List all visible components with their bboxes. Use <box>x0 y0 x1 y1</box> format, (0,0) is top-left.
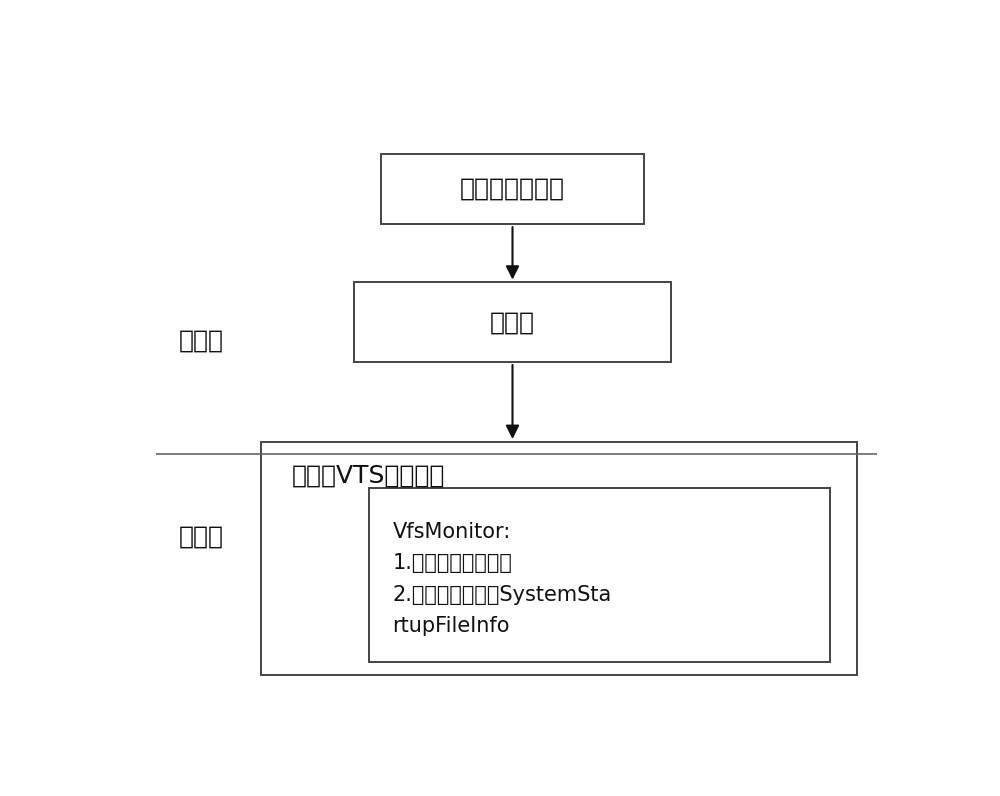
Bar <box>381 154 644 224</box>
Text: 加载服务和应用: 加载服务和应用 <box>460 177 565 201</box>
Text: 内核层: 内核层 <box>179 525 224 548</box>
Bar <box>261 442 857 675</box>
Text: 读文件: 读文件 <box>490 310 535 334</box>
Bar <box>354 283 671 362</box>
Text: 读文件VTS系统调用: 读文件VTS系统调用 <box>292 463 445 487</box>
Text: 用户层: 用户层 <box>179 329 224 353</box>
Text: rtupFileInfo: rtupFileInfo <box>392 616 510 636</box>
Text: 2.保存信息到文件SystemSta: 2.保存信息到文件SystemSta <box>392 584 612 604</box>
Bar <box>369 488 830 662</box>
Text: VfsMonitor:: VfsMonitor: <box>392 521 511 542</box>
Text: 1.统计访问文件信息: 1.统计访问文件信息 <box>392 553 512 573</box>
